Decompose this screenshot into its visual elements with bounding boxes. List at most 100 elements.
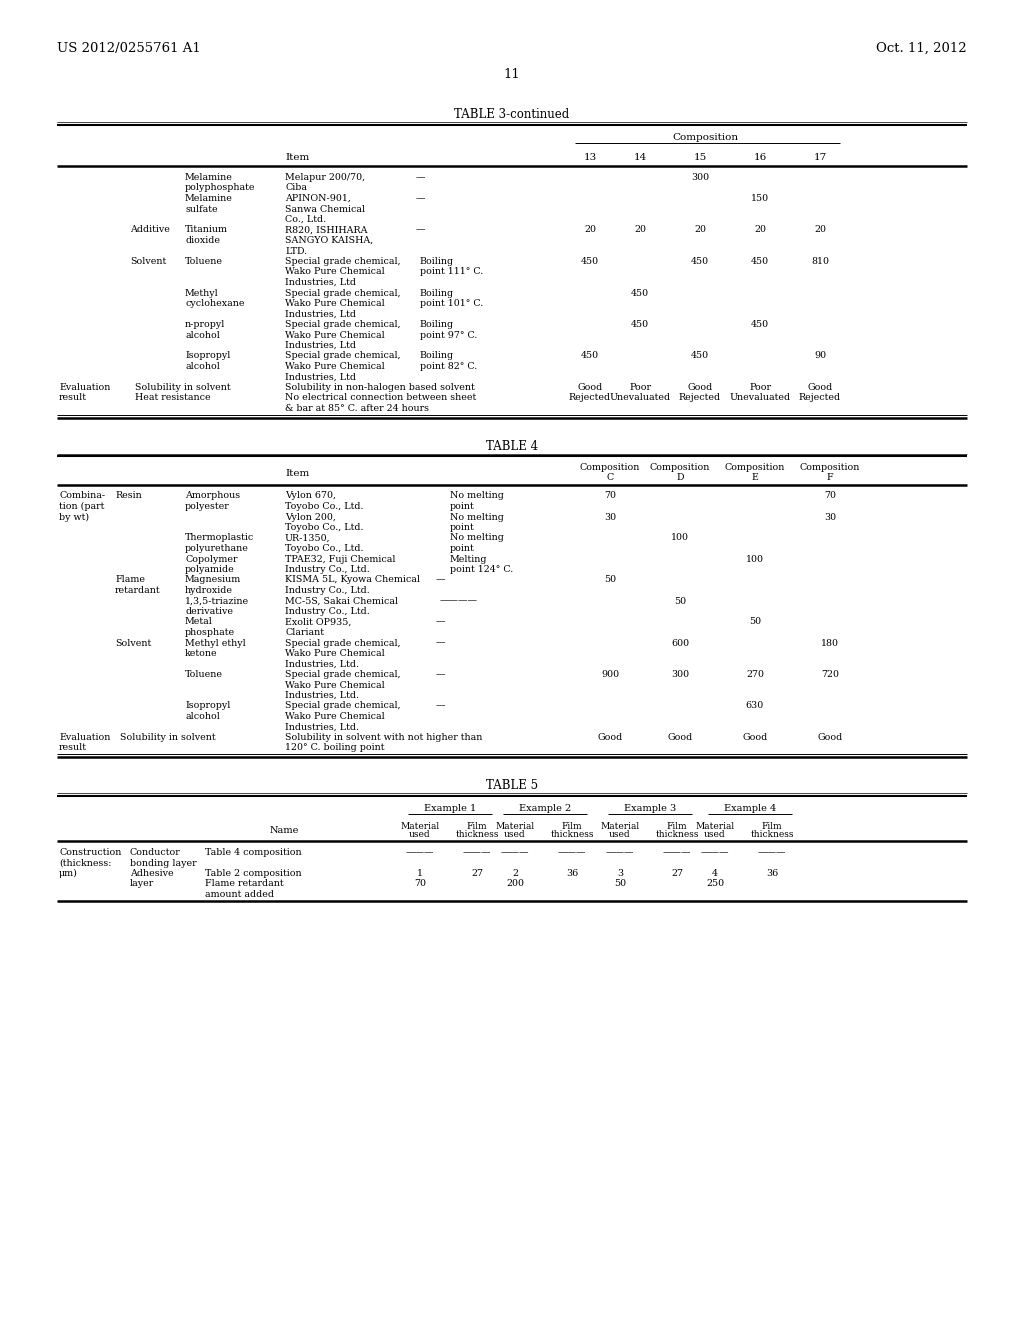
Text: Melamine: Melamine: [185, 194, 232, 203]
Text: ————: ————: [440, 597, 478, 606]
Text: Item: Item: [285, 153, 309, 162]
Text: —: —: [435, 701, 444, 710]
Text: Material: Material: [400, 822, 439, 832]
Text: Poor: Poor: [749, 383, 771, 392]
Text: Industries, Ltd: Industries, Ltd: [285, 309, 356, 318]
Text: Example 1: Example 1: [424, 804, 476, 813]
Text: phosphate: phosphate: [185, 628, 236, 638]
Text: 3: 3: [616, 869, 623, 878]
Text: Table 4 composition: Table 4 composition: [205, 847, 302, 857]
Text: Thermoplastic: Thermoplastic: [185, 533, 254, 543]
Text: Item: Item: [285, 469, 309, 478]
Text: R820, ISHIHARA: R820, ISHIHARA: [285, 226, 368, 235]
Text: bonding layer: bonding layer: [130, 858, 197, 867]
Text: 100: 100: [746, 554, 764, 564]
Text: point 111° C.: point 111° C.: [420, 268, 483, 276]
Text: 13: 13: [584, 153, 597, 162]
Text: Magnesium: Magnesium: [185, 576, 242, 585]
Text: E: E: [752, 473, 759, 482]
Text: Good: Good: [578, 383, 603, 392]
Text: Name: Name: [270, 826, 299, 836]
Text: Example 4: Example 4: [724, 804, 776, 813]
Text: dioxide: dioxide: [185, 236, 220, 246]
Text: Co., Ltd.: Co., Ltd.: [285, 215, 326, 224]
Text: 450: 450: [581, 257, 599, 267]
Text: Solvent: Solvent: [130, 257, 166, 267]
Text: 450: 450: [751, 257, 769, 267]
Text: Methyl ethyl: Methyl ethyl: [185, 639, 246, 648]
Text: Amorphous: Amorphous: [185, 491, 240, 500]
Text: 300: 300: [691, 173, 709, 182]
Text: Boiling: Boiling: [420, 319, 454, 329]
Text: Additive: Additive: [130, 226, 170, 235]
Text: thickness: thickness: [550, 830, 594, 840]
Text: 50: 50: [749, 618, 761, 627]
Text: polyamide: polyamide: [185, 565, 234, 574]
Text: Wako Pure Chemical: Wako Pure Chemical: [285, 649, 385, 657]
Text: 300: 300: [671, 671, 689, 678]
Text: TABLE 4: TABLE 4: [486, 440, 538, 453]
Text: Boiling: Boiling: [420, 257, 454, 267]
Text: Conductor: Conductor: [130, 847, 181, 857]
Text: Film: Film: [467, 822, 487, 832]
Text: Wako Pure Chemical: Wako Pure Chemical: [285, 330, 385, 339]
Text: Metal: Metal: [185, 618, 213, 627]
Text: Example 3: Example 3: [624, 804, 676, 813]
Text: (thickness:: (thickness:: [59, 858, 112, 867]
Text: Construction: Construction: [59, 847, 122, 857]
Text: 14: 14: [634, 153, 646, 162]
Text: Solubility in non-halogen based solvent: Solubility in non-halogen based solvent: [285, 383, 475, 392]
Text: 27: 27: [671, 869, 683, 878]
Text: Industry Co., Ltd.: Industry Co., Ltd.: [285, 565, 370, 574]
Text: ———: ———: [663, 847, 691, 857]
Text: Composition: Composition: [672, 133, 738, 143]
Text: TPAE32, Fuji Chemical: TPAE32, Fuji Chemical: [285, 554, 395, 564]
Text: 120° C. boiling point: 120° C. boiling point: [285, 743, 384, 752]
Text: Wako Pure Chemical: Wako Pure Chemical: [285, 300, 385, 308]
Text: —: —: [416, 173, 425, 182]
Text: —: —: [416, 226, 425, 235]
Text: thickness: thickness: [655, 830, 698, 840]
Text: Industries, Ltd.: Industries, Ltd.: [285, 722, 359, 731]
Text: ———: ———: [758, 847, 786, 857]
Text: Melamine: Melamine: [185, 173, 232, 182]
Text: ketone: ketone: [185, 649, 218, 657]
Text: MC-5S, Sakai Chemical: MC-5S, Sakai Chemical: [285, 597, 398, 606]
Text: D: D: [676, 473, 684, 482]
Text: Wako Pure Chemical: Wako Pure Chemical: [285, 268, 385, 276]
Text: Toluene: Toluene: [185, 671, 223, 678]
Text: & bar at 85° C. after 24 hours: & bar at 85° C. after 24 hours: [285, 404, 429, 413]
Text: Industries, Ltd: Industries, Ltd: [285, 341, 356, 350]
Text: used: used: [705, 830, 726, 840]
Text: Special grade chemical,: Special grade chemical,: [285, 319, 400, 329]
Text: 2: 2: [512, 869, 518, 878]
Text: Good: Good: [807, 383, 833, 392]
Text: Wako Pure Chemical: Wako Pure Chemical: [285, 362, 385, 371]
Text: point 97° C.: point 97° C.: [420, 330, 477, 339]
Text: 720: 720: [821, 671, 839, 678]
Text: used: used: [504, 830, 525, 840]
Text: 70: 70: [604, 491, 616, 500]
Text: 11: 11: [504, 69, 520, 81]
Text: layer: layer: [130, 879, 155, 888]
Text: sulfate: sulfate: [185, 205, 218, 214]
Text: SANGYO KAISHA,: SANGYO KAISHA,: [285, 236, 374, 246]
Text: Good: Good: [817, 733, 843, 742]
Text: 200: 200: [506, 879, 524, 888]
Text: ———: ———: [406, 847, 434, 857]
Text: 450: 450: [631, 289, 649, 297]
Text: —: —: [435, 639, 444, 648]
Text: 810: 810: [811, 257, 829, 267]
Text: KISMA 5L, Kyowa Chemical: KISMA 5L, Kyowa Chemical: [285, 576, 420, 585]
Text: amount added: amount added: [205, 890, 274, 899]
Text: tion (part: tion (part: [59, 502, 104, 511]
Text: —: —: [435, 671, 444, 678]
Text: point 124° C.: point 124° C.: [450, 565, 513, 574]
Text: 1,3,5-triazine: 1,3,5-triazine: [185, 597, 249, 606]
Text: Film: Film: [762, 822, 782, 832]
Text: thickness: thickness: [456, 830, 499, 840]
Text: 180: 180: [821, 639, 839, 648]
Text: Special grade chemical,: Special grade chemical,: [285, 257, 400, 267]
Text: result: result: [59, 393, 87, 403]
Text: Methyl: Methyl: [185, 289, 219, 297]
